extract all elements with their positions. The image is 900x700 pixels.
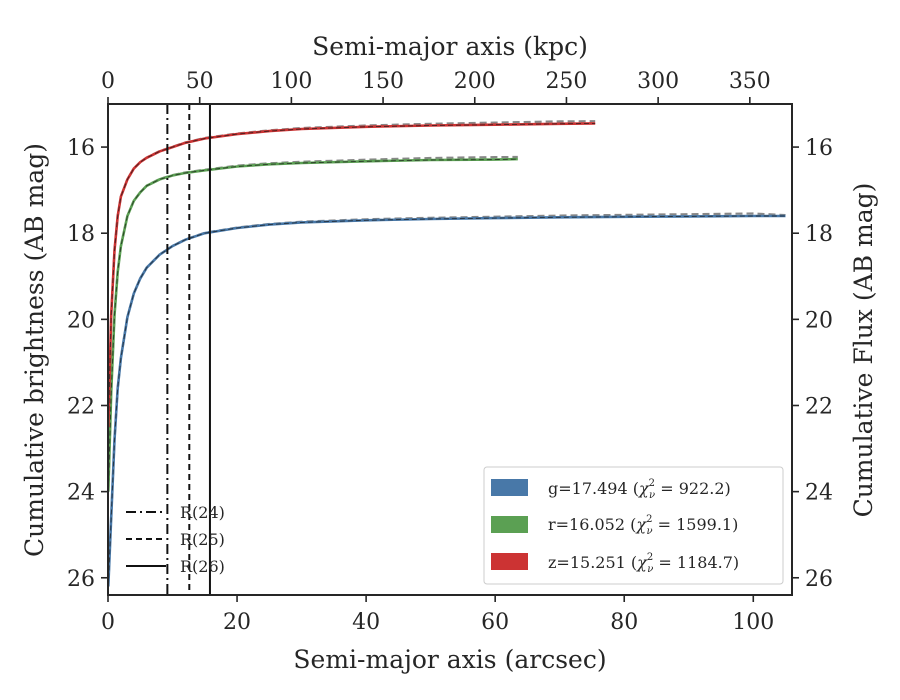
y2-tick-label: 24: [805, 481, 833, 506]
series-r-fit-line: [108, 158, 518, 492]
x2-tick-label: 200: [454, 69, 496, 94]
x2-tick-label: 100: [270, 69, 312, 94]
x-tick-label: 60: [481, 610, 509, 635]
x2-axis-title: Semi-major axis (kpc): [312, 32, 588, 61]
x2-tick-label: 350: [729, 69, 771, 94]
y-tick-label: 16: [67, 136, 95, 161]
y2-tick-label: 18: [805, 222, 833, 247]
y2-tick-label: 20: [805, 308, 833, 333]
radius-legend-label-r24: R(24): [180, 503, 225, 522]
series-g-line: [108, 214, 786, 587]
band-legend: g=17.494 (χ2 ν = 922.2) r=16.052 (χ2 ν = 1…: [483, 466, 784, 585]
x2-tick-label: 50: [186, 69, 214, 94]
legend-label-r: r=16.052 (χ2 ν = 1599.1): [548, 514, 738, 537]
y2-tick-label: 22: [805, 394, 833, 419]
radius-legend-label-r26: R(26): [180, 557, 225, 576]
radius-legend: R(24) R(25) R(26): [126, 503, 225, 576]
ticks-layer: 0 20 40 60 80 100 0 50 100 150 200 250 300 350 16 16 18 1…: [67, 69, 833, 635]
y-tick-label: 20: [67, 308, 95, 333]
y-axis-title: Cumulative brightness (AB mag): [20, 143, 49, 557]
legend-label-z: z=15.251 (χ2 ν = 1184.7): [548, 552, 739, 575]
y-tick-label: 26: [67, 567, 95, 592]
x2-tick-label: 0: [101, 69, 115, 94]
x2-tick-label: 150: [362, 69, 404, 94]
x-tick-label: 40: [352, 610, 380, 635]
x-tick-label: 100: [732, 610, 774, 635]
series-r-line: [108, 157, 518, 492]
plot-frame: [107, 103, 793, 596]
y-tick-label: 22: [67, 394, 95, 419]
band-legend-frame: [483, 466, 784, 585]
legend-label-g: g=17.494 (χ2 ν = 922.2): [548, 478, 731, 501]
radius-legend-label-r25: R(25): [180, 530, 225, 549]
legend-swatch-z: [491, 553, 528, 570]
radius-lines-layer: [166, 104, 211, 595]
legend-swatch-r: [491, 516, 528, 533]
x2-tick-label: 300: [637, 69, 679, 94]
r-model-line: [108, 155, 518, 492]
y2-axis-title: Cumulative Flux (AB mag): [849, 183, 878, 518]
x-axis-title: Semi-major axis (arcsec): [293, 645, 606, 674]
x-tick-label: 20: [223, 610, 251, 635]
y2-tick-label: 26: [805, 567, 833, 592]
curves-layer: [108, 120, 786, 587]
x-tick-label: 80: [610, 610, 638, 635]
y-tick-label: 24: [67, 481, 95, 506]
legend-swatch-g: [491, 479, 528, 496]
y2-tick-label: 16: [805, 136, 833, 161]
z-model-line: [108, 120, 596, 428]
series-z-line: [108, 122, 596, 428]
x-tick-label: 0: [101, 610, 115, 635]
x2-tick-label: 250: [545, 69, 587, 94]
y-tick-label: 18: [67, 222, 95, 247]
series-z-fit-line: [108, 122, 596, 428]
